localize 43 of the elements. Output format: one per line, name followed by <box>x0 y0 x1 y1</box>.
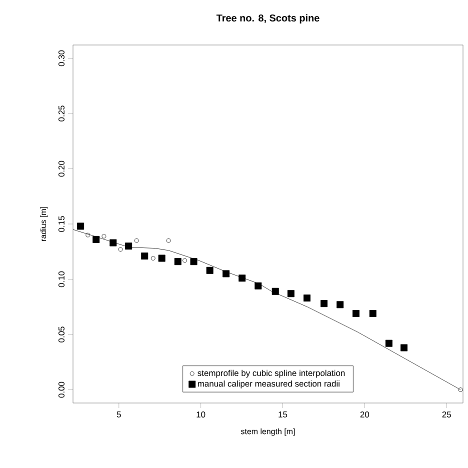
point <box>141 252 148 260</box>
x-tick-label: 25 <box>442 412 451 418</box>
point <box>254 282 262 290</box>
y-tick-label: 0.00 <box>58 382 64 398</box>
point <box>102 234 106 238</box>
point <box>272 288 279 295</box>
x-tick-label: 20 <box>360 412 370 418</box>
legend-label: stemprofile by cubic spline interpolation <box>198 370 345 378</box>
point <box>134 238 139 243</box>
point <box>304 294 310 302</box>
point <box>400 344 408 352</box>
point <box>206 266 214 274</box>
chart-title: Tree no. 8, Scots pine <box>216 14 320 24</box>
point <box>385 340 392 347</box>
point <box>110 239 117 246</box>
point <box>118 247 123 252</box>
y-tick-label: 0.25 <box>58 106 64 122</box>
y-tick-label: 0.10 <box>58 271 64 288</box>
point <box>174 258 182 266</box>
legend-label: manual caliper measured section radii <box>198 380 340 388</box>
point <box>92 236 100 243</box>
point <box>320 300 328 308</box>
point <box>352 310 360 317</box>
x-tick-label: 5 <box>116 412 121 418</box>
x-tick-label: 15 <box>278 412 288 418</box>
point <box>238 274 246 282</box>
point <box>287 290 294 298</box>
point <box>336 301 344 308</box>
x-tick-label: 10 <box>196 412 206 418</box>
point <box>158 254 166 262</box>
point <box>190 258 198 266</box>
y-tick-label: 0.05 <box>58 326 64 342</box>
point <box>166 238 171 243</box>
point <box>86 232 90 238</box>
point <box>150 256 156 260</box>
y-tick-label: 0.15 <box>58 216 64 232</box>
point <box>77 222 84 230</box>
y-tick-label: 0.20 <box>58 160 64 177</box>
point <box>182 258 187 263</box>
y-tick-label: 0.30 <box>58 50 64 66</box>
point <box>369 310 376 317</box>
point <box>125 242 132 250</box>
point <box>222 270 230 278</box>
